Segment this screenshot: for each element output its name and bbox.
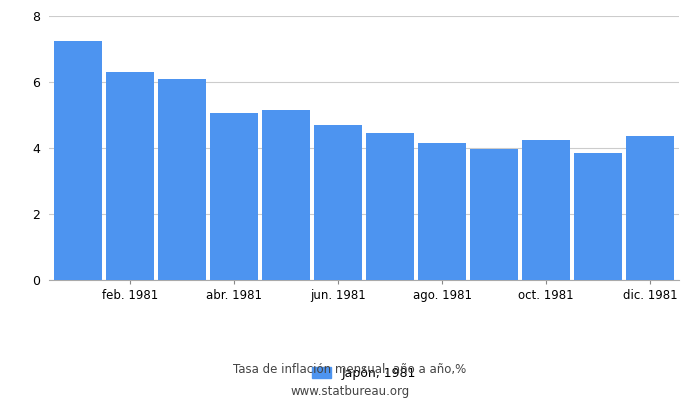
Text: www.statbureau.org: www.statbureau.org bbox=[290, 386, 410, 398]
Bar bbox=[106, 72, 154, 280]
Bar bbox=[470, 149, 518, 280]
Bar bbox=[210, 113, 258, 280]
Bar bbox=[366, 133, 414, 280]
Text: Tasa de inflación mensual, año a año,%: Tasa de inflación mensual, año a año,% bbox=[233, 364, 467, 376]
Bar bbox=[262, 110, 310, 280]
Bar bbox=[418, 143, 466, 280]
Bar bbox=[574, 153, 622, 280]
Bar bbox=[158, 79, 206, 280]
Bar bbox=[314, 125, 362, 280]
Legend: Japón, 1981: Japón, 1981 bbox=[307, 362, 421, 385]
Bar bbox=[522, 140, 570, 280]
Bar bbox=[54, 41, 102, 280]
Bar bbox=[626, 136, 674, 280]
